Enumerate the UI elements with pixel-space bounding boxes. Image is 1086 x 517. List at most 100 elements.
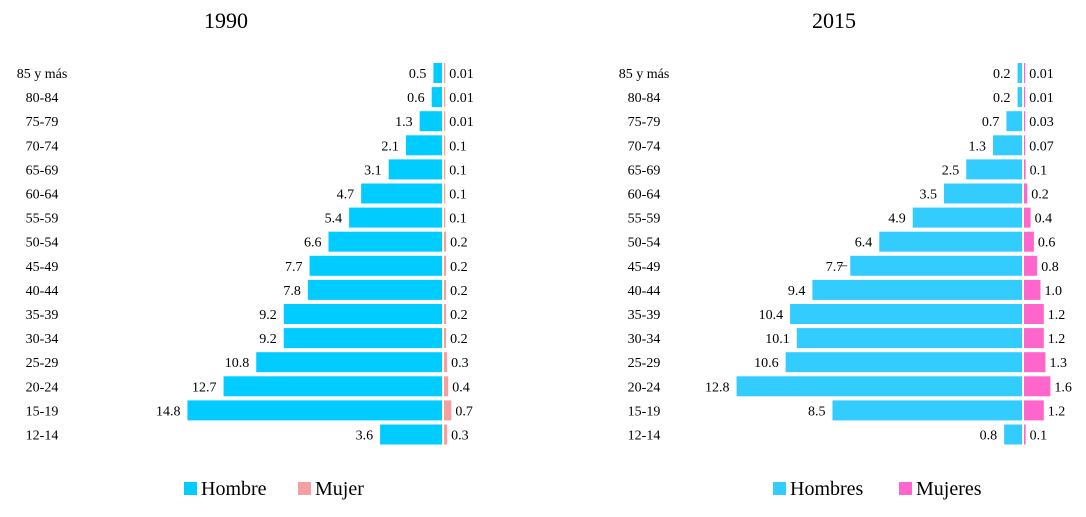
panel-2-label-hombres: 10.4 xyxy=(759,308,784,323)
panel-2-label-hombres: 0.2 xyxy=(993,67,1011,82)
panel-2-category-label: 35-39 xyxy=(628,308,661,323)
panel-2-bar-mujeres xyxy=(1024,304,1044,324)
panel-2-bar-hombres xyxy=(736,376,1022,397)
panel-1-label-mujer: 0.1 xyxy=(449,188,467,203)
panel-1-bar-mujer xyxy=(444,111,446,132)
panel-1-category-label: 70-74 xyxy=(26,139,59,154)
panel-2-bar-hombres xyxy=(879,231,1022,252)
panel-2-bar-mujeres xyxy=(1024,376,1051,397)
panel-2-label-mujeres: 1.2 xyxy=(1048,308,1066,323)
panel-1-category-label: 80-84 xyxy=(26,91,59,106)
panel-1-category-label: 30-34 xyxy=(26,332,59,347)
panel-2-bar-hombres xyxy=(1006,111,1022,132)
panel-2-label-hombres: 8.5 xyxy=(808,404,826,419)
panel-2-category-label: 45-49 xyxy=(628,260,661,275)
panel-2-bar-mujeres xyxy=(1024,352,1046,373)
panel-2-bar-hombres xyxy=(993,135,1022,156)
panel-2-label-mujeres: 1.6 xyxy=(1054,380,1072,395)
panel-2-label-hombres: 9.4 xyxy=(788,284,806,299)
panel-1-bar-hombre xyxy=(433,63,442,83)
panel-1-bar-mujer xyxy=(444,279,447,300)
panel-1-label-mujer: 0.4 xyxy=(452,380,470,395)
panel-1-category-label: 55-59 xyxy=(26,212,59,227)
panel-2-bar-mujeres xyxy=(1024,207,1031,228)
panel-1-label-mujer: 0.2 xyxy=(450,236,468,251)
panel-1-label-hombre: 1.3 xyxy=(395,115,413,130)
panel-1-label-mujer: 0.01 xyxy=(449,67,474,82)
panel-2-bar-hombres xyxy=(850,255,1022,276)
panel-2-label-mujeres: 1.2 xyxy=(1048,404,1066,419)
panel-2-label-mujeres: 0.03 xyxy=(1029,115,1054,130)
panel-1-bar-hombre xyxy=(283,328,442,349)
panel-2-bar-mujeres xyxy=(1024,159,1026,180)
panel-1-label-hombre: 14.8 xyxy=(156,404,181,419)
panel-1-category-label: 45-49 xyxy=(26,260,59,275)
panel-2-category-label: 60-64 xyxy=(628,188,661,203)
panel-1-bar-hombre xyxy=(223,376,442,397)
panel-1-label-mujer: 0.2 xyxy=(450,308,468,323)
panel-1-bar-mujer xyxy=(444,400,452,421)
panel-2-legend-label-hombres: Hombres xyxy=(790,478,864,500)
panel-1-bar-mujer xyxy=(444,352,448,373)
panel-1-category-label: 65-69 xyxy=(26,163,59,178)
panel-2-label-mujeres: 0.2 xyxy=(1031,188,1049,203)
panel-1-label-mujer: 0.1 xyxy=(449,212,467,227)
panel-1-bar-hombre xyxy=(349,207,442,228)
panel-2-category-label: 55-59 xyxy=(628,212,661,227)
panel-2-label-hombres: 7.7 xyxy=(826,260,844,275)
panel-1-label-mujer: 0.2 xyxy=(450,332,468,347)
panel-2-label-mujeres: 0.6 xyxy=(1038,236,1056,251)
panel-2-label-hombres: 4.9 xyxy=(888,212,906,227)
panel-2-bar-mujeres xyxy=(1024,328,1044,349)
panel-2-label-mujeres: 0.07 xyxy=(1029,139,1054,154)
panel-1-bar-hombre xyxy=(256,352,442,373)
panel-1-label-hombre: 10.8 xyxy=(225,356,250,371)
panel-1-bar-hombre xyxy=(309,255,442,276)
panel-2-bar-hombres xyxy=(943,183,1022,204)
panel-2-category-label: 12-14 xyxy=(628,429,661,444)
panel-2-category-label: 80-84 xyxy=(628,91,661,106)
panel-1-legend-label-hombre: Hombre xyxy=(201,478,267,500)
panel-1-category-label: 20-24 xyxy=(26,380,59,395)
panel-2-label-hombres: 0.7 xyxy=(982,115,1000,130)
panel-2-label-mujeres: 1.3 xyxy=(1049,356,1067,371)
panel-2-category-label: 30-34 xyxy=(628,332,661,347)
panel-1-bar-mujer xyxy=(444,207,446,228)
panel-1-label-hombre: 9.2 xyxy=(259,308,277,323)
panel-1-bar-mujer xyxy=(444,231,447,252)
panel-1-bar-mujer xyxy=(444,135,446,156)
panel-2-category-label: 15-19 xyxy=(628,404,661,419)
panel-1-bar-hombre xyxy=(388,159,442,180)
panel-2-category-label: 50-54 xyxy=(628,236,661,251)
panel-1-label-hombre: 7.8 xyxy=(283,284,301,299)
panel-1-legend-swatch-hombre xyxy=(184,482,197,495)
panel-2-label-hombres: 1.3 xyxy=(969,139,987,154)
panel-1-category-label: 15-19 xyxy=(26,404,59,419)
panel-1-label-mujer: 0.01 xyxy=(449,91,474,106)
panel-2-legend-swatch-hombres xyxy=(773,482,786,495)
panel-2-bar-hombres xyxy=(1017,87,1022,108)
panel-2-label-mujeres: 0.4 xyxy=(1035,212,1053,227)
panel-1-label-mujer: 0.2 xyxy=(450,284,468,299)
panel-1-bar-hombre xyxy=(307,279,442,300)
panel-1-category-label: 85 y más xyxy=(17,67,68,82)
panel-2-label-hombres: 0.8 xyxy=(980,429,998,444)
panel-1-label-mujer: 0.3 xyxy=(451,356,469,371)
panel-2-bar-mujeres xyxy=(1024,424,1026,445)
panel-2-bar-mujeres xyxy=(1024,231,1034,252)
panel-2-category-label: 25-29 xyxy=(628,356,661,371)
panel-1-label-mujer: 0.2 xyxy=(450,260,468,275)
panel-1-title: 1990 xyxy=(204,8,248,33)
panel-2-title: 2015 xyxy=(812,8,856,33)
panel-2-bar-mujeres xyxy=(1024,255,1038,276)
panel-2-label-mujeres: 0.8 xyxy=(1041,260,1059,275)
panel-1-category-label: 12-14 xyxy=(26,429,59,444)
panel-2-label-mujeres: 0.01 xyxy=(1029,67,1054,82)
panel-1-label-mujer: 0.7 xyxy=(455,404,473,419)
panel-2-bar-mujeres xyxy=(1024,63,1026,83)
panel-1-label-hombre: 6.6 xyxy=(304,236,322,251)
panel-1-bar-hombre xyxy=(361,183,442,204)
panel-1-bar-mujer xyxy=(444,328,447,349)
panel-2-bar-hombres xyxy=(1004,424,1022,445)
